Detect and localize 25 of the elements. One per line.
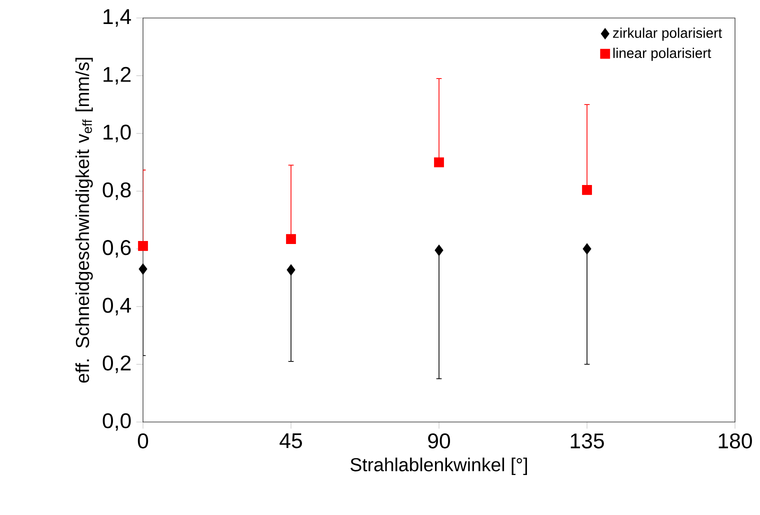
point xyxy=(434,157,444,168)
point xyxy=(138,263,148,275)
y-tick-label: 0,6 xyxy=(102,240,131,258)
y-tick-label: 0,8 xyxy=(102,182,131,200)
x-tick-label: 0 xyxy=(138,433,148,448)
x-tick-label: 180 xyxy=(718,433,752,448)
y-tick-label: 0,4 xyxy=(102,298,131,316)
point xyxy=(138,241,148,251)
x-axis-title: Strahlablenkwinkel [°] xyxy=(350,458,527,476)
point xyxy=(434,244,444,256)
y-axis-title: eff. Schneidgeschwindigkeit v$_{eff}$ [mm/s] xyxy=(75,58,93,383)
point xyxy=(582,185,592,195)
legend-label: linear polarisiert xyxy=(613,48,712,61)
point xyxy=(286,234,296,244)
x-tick-label: 45 xyxy=(280,433,302,448)
y-tick-label: 0,2 xyxy=(102,355,131,374)
point xyxy=(582,243,592,254)
y-tick-label: 1,2 xyxy=(104,66,131,85)
x-tick-label: 90 xyxy=(428,433,450,448)
x-tick-label: 135 xyxy=(570,433,604,448)
y-tick-label: 1,4 xyxy=(104,9,131,27)
legend-label: zirkular polarisiert xyxy=(613,28,722,41)
y-tick-label: 0,0 xyxy=(102,413,131,431)
point xyxy=(286,264,296,276)
y-tick-label: 1,0 xyxy=(104,124,131,142)
